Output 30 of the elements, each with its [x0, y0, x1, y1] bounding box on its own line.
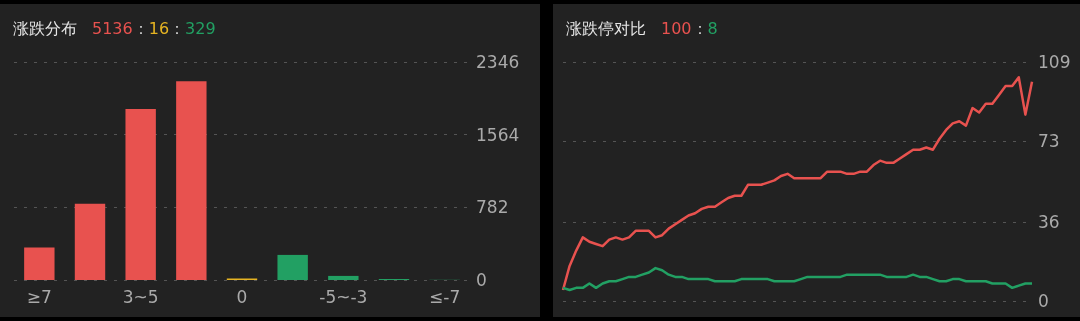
chart-title: 涨跌停对比	[566, 18, 646, 38]
text: ：	[169, 18, 186, 38]
text: 16	[148, 18, 170, 38]
line-series	[561, 266, 1034, 292]
x-tick-label: 0	[236, 286, 248, 307]
line-series	[561, 76, 1034, 292]
x-tick-label: ≤-7	[429, 286, 461, 307]
x-tick-label: -5~-3	[319, 286, 368, 307]
text: ：	[132, 18, 149, 38]
x-tick-label: 3~5	[122, 286, 159, 307]
bar	[74, 203, 106, 280]
bar	[277, 254, 308, 280]
text: 329	[185, 18, 216, 38]
y-tick-label: 782	[476, 197, 509, 218]
text: 5136	[92, 18, 133, 38]
y-tick-label: 109	[1038, 52, 1071, 72]
y-tick-label: 2346	[476, 52, 520, 72]
x-tick-label: ≥7	[26, 286, 52, 307]
y-tick-label: 36	[1038, 212, 1060, 233]
chart-title: 涨跌分布	[13, 18, 77, 38]
y-tick-label: 1564	[476, 124, 520, 145]
text: 8	[707, 18, 718, 38]
bar	[176, 81, 207, 280]
y-tick-label: 73	[1038, 130, 1060, 151]
text: ：	[691, 18, 708, 38]
bar	[24, 247, 55, 280]
bar	[125, 109, 156, 280]
bar	[328, 275, 359, 280]
y-tick-label: 0	[476, 270, 487, 290]
text: 100	[661, 18, 692, 38]
